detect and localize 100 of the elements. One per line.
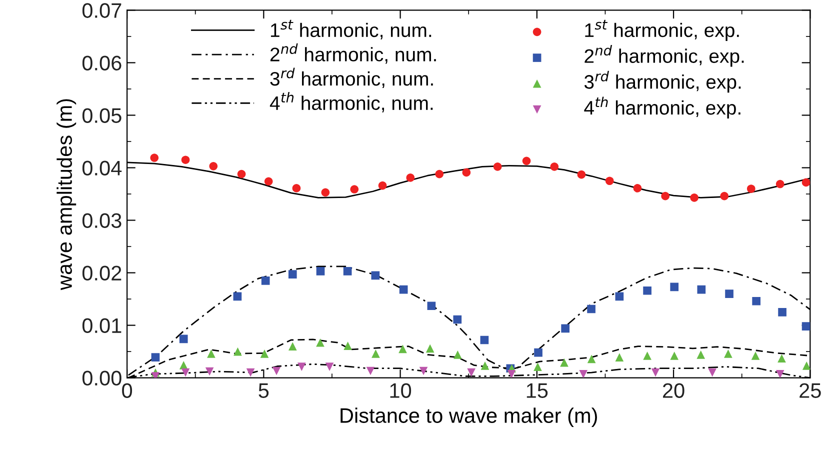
y-tick-label: 0.01 <box>82 318 122 334</box>
y-axis-title: wave amplitudes (m) <box>56 99 76 290</box>
point <box>151 353 160 362</box>
point <box>802 322 810 331</box>
point <box>560 358 568 367</box>
x-tick-label: 10 <box>390 383 412 398</box>
point <box>272 366 281 376</box>
point <box>297 362 306 371</box>
y-tick-label: 0.00 <box>82 370 122 386</box>
point <box>708 368 716 377</box>
x-tick-label: 20 <box>662 383 684 398</box>
y-tick-label: 0.06 <box>82 56 122 70</box>
point <box>343 267 352 276</box>
point <box>406 174 415 182</box>
point <box>264 177 273 186</box>
point <box>534 348 542 357</box>
point <box>507 370 516 378</box>
point <box>246 368 255 377</box>
point <box>344 342 352 350</box>
point <box>150 154 159 162</box>
point <box>398 344 407 354</box>
point <box>316 338 324 347</box>
point <box>260 349 269 358</box>
point <box>181 368 190 377</box>
point <box>372 349 380 358</box>
point <box>453 315 462 324</box>
point <box>802 362 810 370</box>
point <box>651 368 660 377</box>
point <box>587 304 596 314</box>
point <box>179 334 188 344</box>
point <box>181 156 190 164</box>
point <box>724 349 732 358</box>
point <box>427 302 436 310</box>
point <box>643 352 652 360</box>
point <box>690 194 698 202</box>
point <box>493 162 502 171</box>
legend-label: 3$^{rd}$ harmonic, exp. <box>584 70 741 93</box>
point <box>605 176 614 186</box>
y-tick-label: 0.07 <box>82 3 122 18</box>
point <box>205 367 214 376</box>
point <box>550 162 559 171</box>
legend-label: 3$^{rd}$ harmonic, num. <box>270 68 433 88</box>
point <box>316 267 325 276</box>
point <box>371 271 380 280</box>
point <box>435 170 444 178</box>
point <box>633 184 642 192</box>
point <box>697 285 706 294</box>
point <box>288 270 297 279</box>
legend-label: 4$^{th}$ harmonic, num. <box>270 92 433 112</box>
point <box>751 352 760 360</box>
point <box>350 185 359 194</box>
point <box>467 368 476 377</box>
point <box>579 370 588 378</box>
point <box>288 342 297 350</box>
x-axis-title: Distance to wave maker (m) <box>340 408 597 428</box>
point <box>261 276 270 285</box>
y-tick-label: 0.05 <box>82 108 122 123</box>
point <box>778 308 786 316</box>
legend-label: 4$^{th}$ harmonic, exp. <box>584 96 740 119</box>
point <box>237 170 246 178</box>
point <box>522 156 531 166</box>
y-tick-label: 0.04 <box>82 160 122 176</box>
x-tick-label: 5 <box>258 383 269 398</box>
point <box>643 286 652 295</box>
point <box>776 370 784 378</box>
legend-label: 1$^{st}$ harmonic, num. <box>270 20 432 40</box>
legend-label: 2$^{nd}$ harmonic, num. <box>270 43 436 64</box>
point <box>615 353 624 362</box>
point <box>480 362 490 370</box>
point <box>661 192 670 200</box>
point <box>561 324 570 333</box>
point <box>615 292 624 301</box>
point <box>321 188 330 197</box>
point <box>776 180 784 188</box>
point <box>670 352 679 360</box>
point <box>419 366 428 376</box>
point <box>462 168 471 177</box>
y-tick-label: 0.03 <box>82 213 122 228</box>
point <box>292 184 301 192</box>
y-tick-label: 0.02 <box>82 266 122 281</box>
point <box>366 366 375 376</box>
point <box>746 184 756 193</box>
point <box>480 336 489 344</box>
point <box>802 178 810 187</box>
point <box>209 162 218 170</box>
point <box>587 354 596 364</box>
point <box>234 347 242 356</box>
point <box>778 354 786 363</box>
point <box>720 192 729 200</box>
legend-label: 1$^{st}$ harmonic, exp. <box>585 20 739 41</box>
point <box>725 290 734 298</box>
point <box>378 181 387 190</box>
point <box>670 282 679 292</box>
x-tick-label: 25 <box>800 383 821 398</box>
point <box>752 296 760 306</box>
x-tick-label: 0 <box>122 383 132 398</box>
point <box>325 362 334 371</box>
x-tick-label: 15 <box>526 383 548 398</box>
point <box>577 170 586 179</box>
point <box>454 350 462 359</box>
